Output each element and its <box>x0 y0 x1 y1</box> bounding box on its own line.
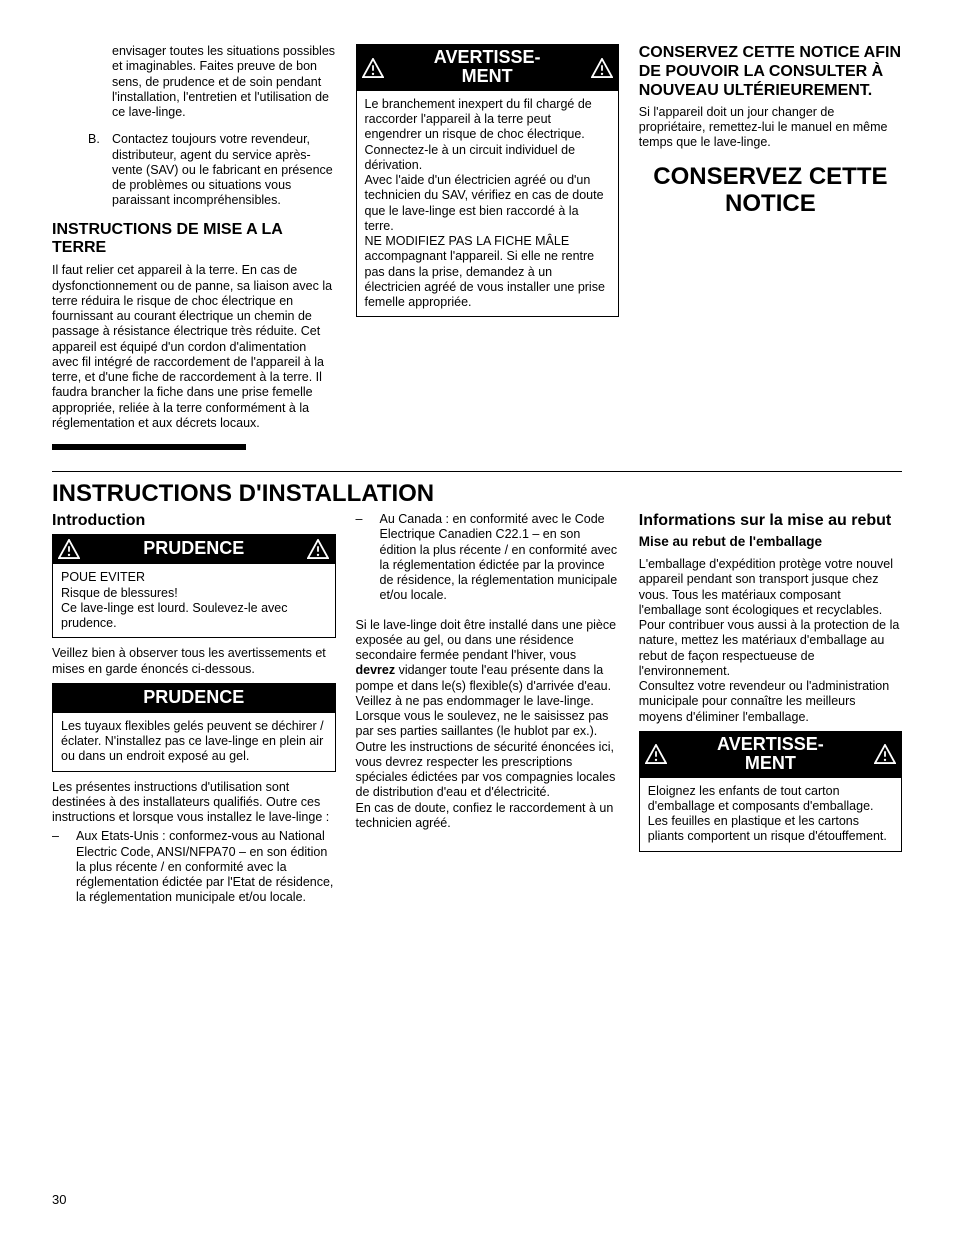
usa-text: Aux Etats-Unis : conformez-vous au Natio… <box>76 829 333 904</box>
avertissement-title-2: AVERTISSE- MENT <box>717 735 824 773</box>
regulations-list-left: – Aux Etats-Unis : conformez-vous au Nat… <box>52 829 336 905</box>
utilities-text: Outre les instructions de sécurité énonc… <box>356 740 619 801</box>
frost-p-bold: devrez <box>356 663 396 677</box>
bottom-col-mid: – Au Canada : en conformité avec le Code… <box>356 512 619 910</box>
warning-icon <box>591 56 613 77</box>
list-item-b: B. Contactez toujours votre revendeur, d… <box>112 132 336 208</box>
introduction-heading: Introduction <box>52 512 336 530</box>
bottom-col-left: Introduction PRUDENCE POUE EVITER Risque… <box>52 512 336 910</box>
frost-p-a: Si le lave-linge doit être installé dans… <box>356 618 617 663</box>
installation-title: INSTRUCTIONS D'INSTALLATION <box>52 480 902 508</box>
canada-text: Au Canada : en conformité avec le Code E… <box>380 512 618 602</box>
warning-icon <box>58 538 80 559</box>
bottom-col-right: Informations sur la mise au rebut Mise a… <box>639 512 902 910</box>
top-section: envisager toutes les situations possible… <box>52 44 902 431</box>
packaging-p2: Consultez votre revendeur ou l'administr… <box>639 679 902 725</box>
regulations-list-mid: – Au Canada : en conformité avec le Code… <box>356 512 619 604</box>
warning-icon <box>362 56 384 77</box>
warning-icon <box>307 538 329 559</box>
grounding-heading: INSTRUCTIONS DE MISE A LA TERRE <box>52 221 336 258</box>
prudence-header-1: PRUDENCE <box>52 534 336 563</box>
avertissement-title: AVERTISSE- MENT <box>434 48 541 86</box>
prudence-body-1: POUE EVITER Risque de blessures! Ce lave… <box>52 563 336 638</box>
list-a-text: envisager toutes les situations possible… <box>112 44 335 119</box>
top-col-mid: AVERTISSE- MENT Le branchement inexpert … <box>356 44 619 431</box>
avertissement-body-2: Eloignez les enfants de tout carton d'em… <box>639 777 902 852</box>
avertissement-header: AVERTISSE- MENT <box>356 44 619 90</box>
top-col-left: envisager toutes les situations possible… <box>52 44 336 431</box>
top-col-right: CONSERVEZ CETTE NOTICE AFIN DE POUVOIR L… <box>639 44 902 431</box>
observe-warnings-text: Veillez bien à observer tous les avertis… <box>52 646 336 677</box>
warning-icon <box>874 743 896 764</box>
prudence-title-1: PRUDENCE <box>143 538 244 559</box>
conservez-body: Si l'appareil doit un jour changer de pr… <box>639 105 902 151</box>
list-b-marker: B. <box>88 132 100 147</box>
prudence-header-2: PRUDENCE <box>52 683 336 712</box>
grounding-body: Il faut relier cet appareil à la terre. … <box>52 263 336 431</box>
list-item-canada: – Au Canada : en conformité avec le Code… <box>380 512 619 604</box>
prudence-title-2: PRUDENCE <box>143 687 244 707</box>
conservez-heading: CONSERVEZ CETTE NOTICE AFIN DE POUVOIR L… <box>639 44 902 101</box>
section-divider-line <box>52 471 902 472</box>
continued-list: envisager toutes les situations possible… <box>52 44 336 209</box>
warning-icon <box>645 743 667 764</box>
section-divider-bar <box>52 444 246 450</box>
installers-text: Les présentes instructions d'utilisation… <box>52 780 336 826</box>
lift-text: Lorsque vous le soulevez, ne le saisisse… <box>356 709 619 740</box>
bottom-section: Introduction PRUDENCE POUE EVITER Risque… <box>52 512 902 910</box>
dash-marker: – <box>52 829 59 844</box>
disposal-heading: Informations sur la mise au rebut <box>639 512 902 530</box>
list-b-text: Contactez toujours votre revendeur, dist… <box>112 132 333 207</box>
page-number: 30 <box>52 1192 66 1207</box>
packaging-subheading: Mise au rebut de l'emballage <box>639 534 902 549</box>
list-item-a-cont: envisager toutes les situations possible… <box>112 44 336 120</box>
avertissement-header-2: AVERTISSE- MENT <box>639 731 902 777</box>
conservez-big: CONSERVEZ CETTE NOTICE <box>639 164 902 217</box>
list-item-usa: – Aux Etats-Unis : conformez-vous au Nat… <box>76 829 336 905</box>
prudence-body-2: Les tuyaux flexibles gelés peuvent se dé… <box>52 712 336 772</box>
dash-marker: – <box>356 512 363 527</box>
doubt-text: En cas de doute, confiez le raccordement… <box>356 801 619 832</box>
packaging-p1: L'emballage d'expédition protège votre n… <box>639 557 902 679</box>
damage-text: Veillez à ne pas endommager le lave-ling… <box>356 694 619 709</box>
frost-paragraph: Si le lave-linge doit être installé dans… <box>356 618 619 694</box>
avertissement-body: Le branchement inexpert du fil chargé de… <box>356 90 619 318</box>
